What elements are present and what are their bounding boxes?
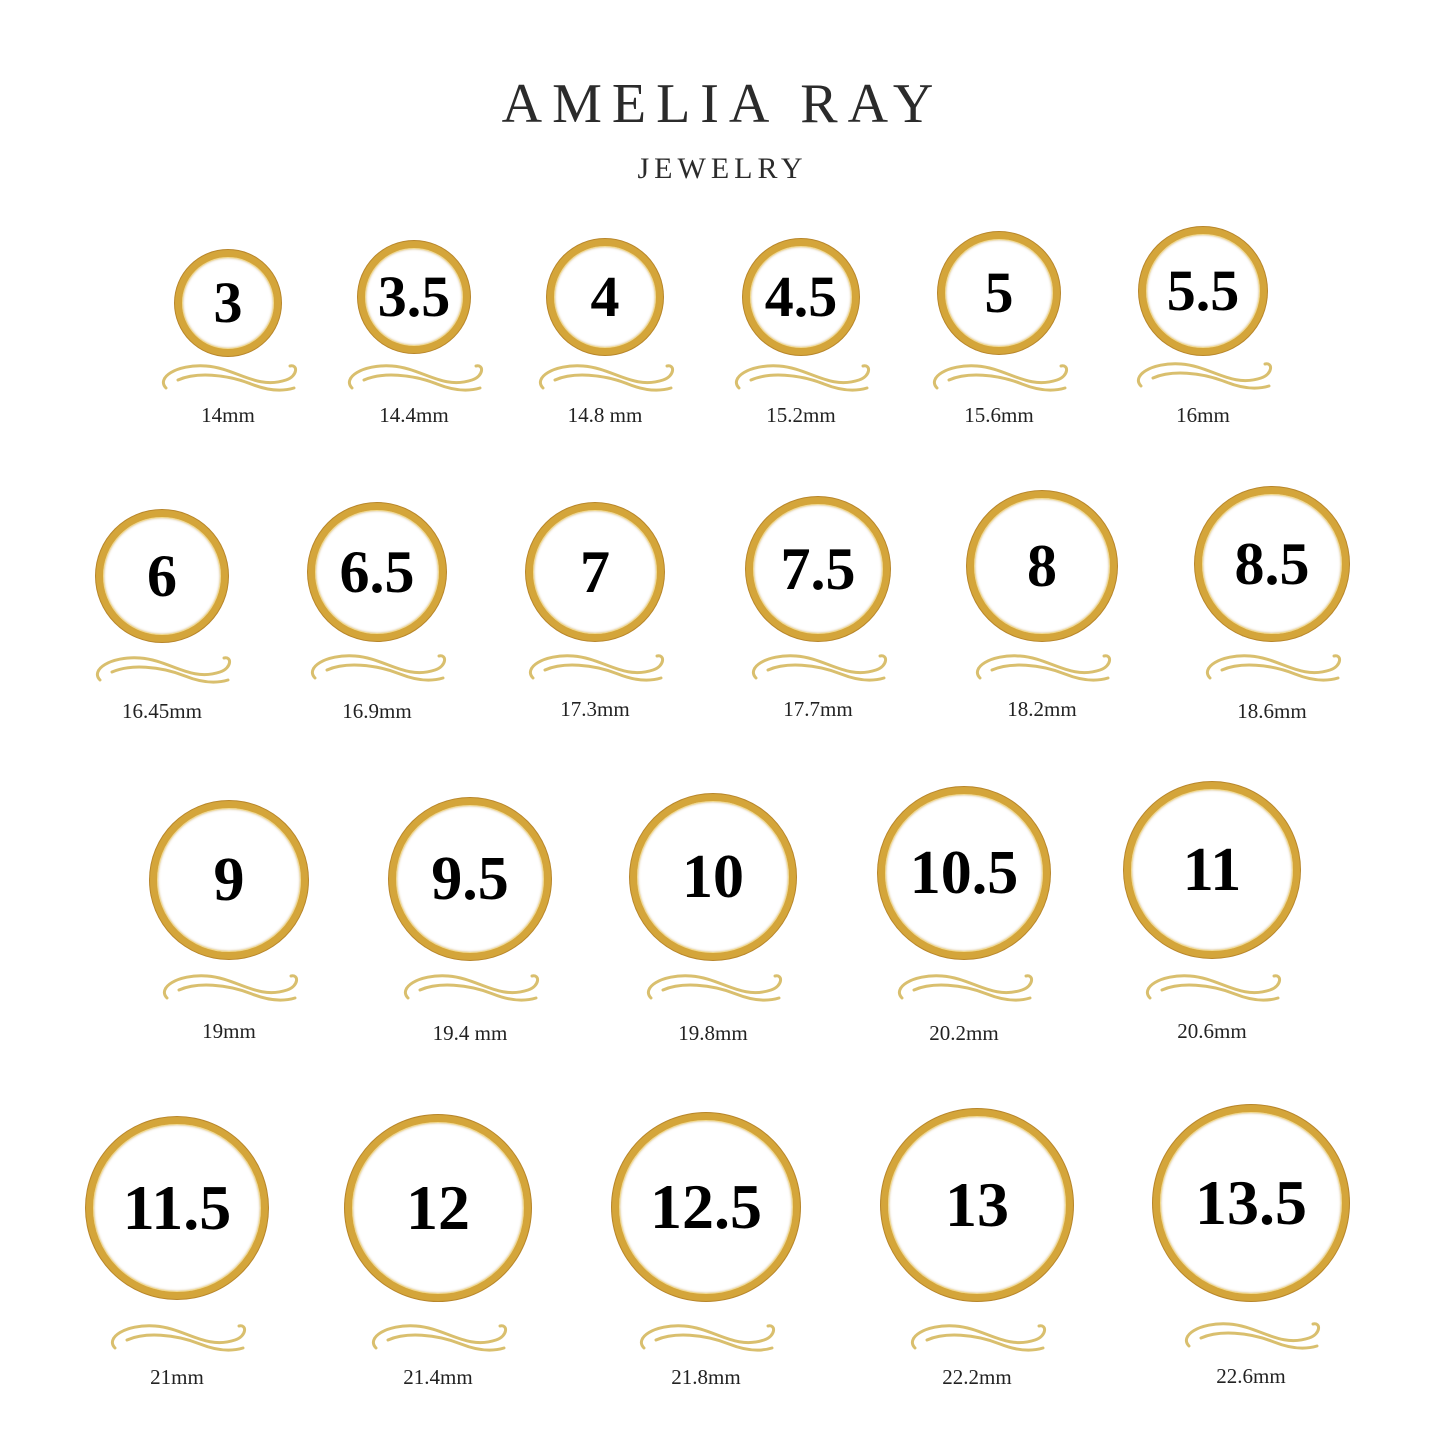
swirl-ornament-icon (163, 974, 298, 1002)
ring-diameter-label: 21mm (150, 1365, 204, 1389)
ring-size-number: 9 (213, 846, 245, 914)
swirl-ornament-icon (1185, 1322, 1320, 1350)
ring-size-7: 6.5 (308, 503, 446, 641)
ring-diameter-label: 14.4mm (379, 403, 449, 427)
swirl-ornament-icon (735, 364, 870, 392)
ring-size-number: 5 (984, 260, 1014, 325)
ring-diameter-label: 21.4mm (403, 1365, 473, 1389)
swirl-ornament-icon (311, 654, 446, 682)
ring-size-number: 8.5 (1234, 531, 1310, 597)
ring-size-number: 11 (1182, 836, 1242, 904)
ring-diameter-label: 18.2mm (1007, 697, 1077, 721)
ring-size-number: 13.5 (1195, 1167, 1307, 1238)
ring-size-number: 6.5 (339, 539, 415, 605)
ring-size-0: 3 (175, 250, 281, 356)
ring-diameter-label: 17.3mm (560, 697, 630, 721)
ring-diameter-label: 20.2mm (929, 1021, 999, 1045)
swirl-ornament-icon (539, 364, 674, 392)
ring-diameter-label: 22.2mm (942, 1365, 1012, 1389)
swirl-ornament-icon (372, 1324, 507, 1352)
ring-size-number: 5.5 (1166, 258, 1240, 323)
ring-diameter-label: 15.6mm (964, 403, 1034, 427)
ring-size-8: 7 (526, 503, 664, 641)
ring-size-10: 8 (967, 491, 1117, 641)
ring-size-17: 11.5 (86, 1117, 268, 1299)
ring-diameter-label: 22.6mm (1216, 1364, 1286, 1388)
ring-size-number: 3 (213, 270, 243, 335)
ring-size-number: 3.5 (377, 264, 451, 329)
ring-size-number: 12.5 (650, 1171, 762, 1242)
ring-diameter-label: 19.8mm (678, 1021, 748, 1045)
swirl-ornament-icon (529, 654, 664, 682)
ring-diameter-label: 16mm (1176, 403, 1230, 427)
ring-size-21: 13.5 (1153, 1105, 1349, 1301)
ring-diameter-label: 19mm (202, 1019, 256, 1043)
ring-size-6: 6 (96, 510, 228, 642)
ring-size-number: 13 (945, 1169, 1009, 1240)
ring-size-number: 8 (1027, 533, 1057, 599)
brand-name: AMELIA RAY (501, 73, 944, 135)
ring-diameter-label: 16.9mm (342, 699, 412, 723)
swirl-ornament-icon (404, 974, 539, 1002)
ring-diameter-label: 14.8 mm (567, 403, 643, 427)
ring-size-4: 5 (938, 232, 1060, 354)
swirl-ornament-icon (911, 1324, 1046, 1352)
swirl-ornament-icon (1137, 362, 1272, 390)
ring-size-14: 10 (630, 794, 796, 960)
swirl-ornament-icon (348, 364, 483, 392)
swirl-ornament-icon (1206, 654, 1341, 682)
brand-subtitle: JEWELRY (637, 152, 808, 185)
ring-size-number: 4 (590, 264, 620, 329)
ring-size-20: 13 (881, 1109, 1073, 1301)
ring-size-number: 7 (580, 539, 610, 605)
ring-size-number: 9.5 (431, 845, 509, 913)
swirl-ornament-icon (647, 974, 782, 1002)
ring-diameter-label: 20.6mm (1177, 1019, 1247, 1043)
ring-size-9: 7.5 (746, 497, 890, 641)
ring-diameter-label: 16.45mm (122, 699, 202, 723)
ring-size-5: 5.5 (1139, 227, 1267, 355)
ring-size-13: 9.5 (389, 798, 551, 960)
ring-size-11: 8.5 (1195, 487, 1349, 641)
ring-size-1: 3.5 (358, 241, 470, 353)
swirl-ornament-icon (933, 364, 1068, 392)
ring-diameter-label: 15.2mm (766, 403, 836, 427)
ring-size-18: 12 (345, 1115, 531, 1301)
ring-size-number: 10.5 (909, 839, 1019, 907)
ring-size-19: 12.5 (612, 1113, 800, 1301)
ring-size-3: 4.5 (743, 239, 859, 355)
swirl-ornament-icon (1146, 974, 1281, 1002)
ring-diameter-label: 17.7mm (783, 697, 853, 721)
ring-size-15: 10.5 (878, 787, 1050, 959)
ring-size-number: 7.5 (780, 536, 856, 602)
swirl-ornament-icon (111, 1324, 246, 1352)
ring-diameter-label: 21.8mm (671, 1365, 741, 1389)
ring-size-number: 6 (147, 543, 177, 609)
swirl-ornament-icon (96, 656, 231, 684)
swirl-ornament-icon (976, 654, 1111, 682)
ring-size-number: 10 (682, 843, 744, 911)
ring-size-number: 4.5 (764, 264, 838, 329)
swirl-ornament-icon (162, 364, 297, 392)
ring-size-number: 11.5 (122, 1172, 232, 1243)
ring-diameter-label: 14mm (201, 403, 255, 427)
swirl-ornament-icon (898, 974, 1033, 1002)
ring-size-2: 4 (547, 239, 663, 355)
ring-size-12: 9 (150, 801, 308, 959)
ring-size-16: 11 (1124, 782, 1300, 958)
ring-size-number: 12 (406, 1172, 470, 1243)
swirl-ornament-icon (752, 654, 887, 682)
swirl-ornament-icon (640, 1324, 775, 1352)
ring-diameter-label: 18.6mm (1237, 699, 1307, 723)
ring-diameter-label: 19.4 mm (432, 1021, 508, 1045)
